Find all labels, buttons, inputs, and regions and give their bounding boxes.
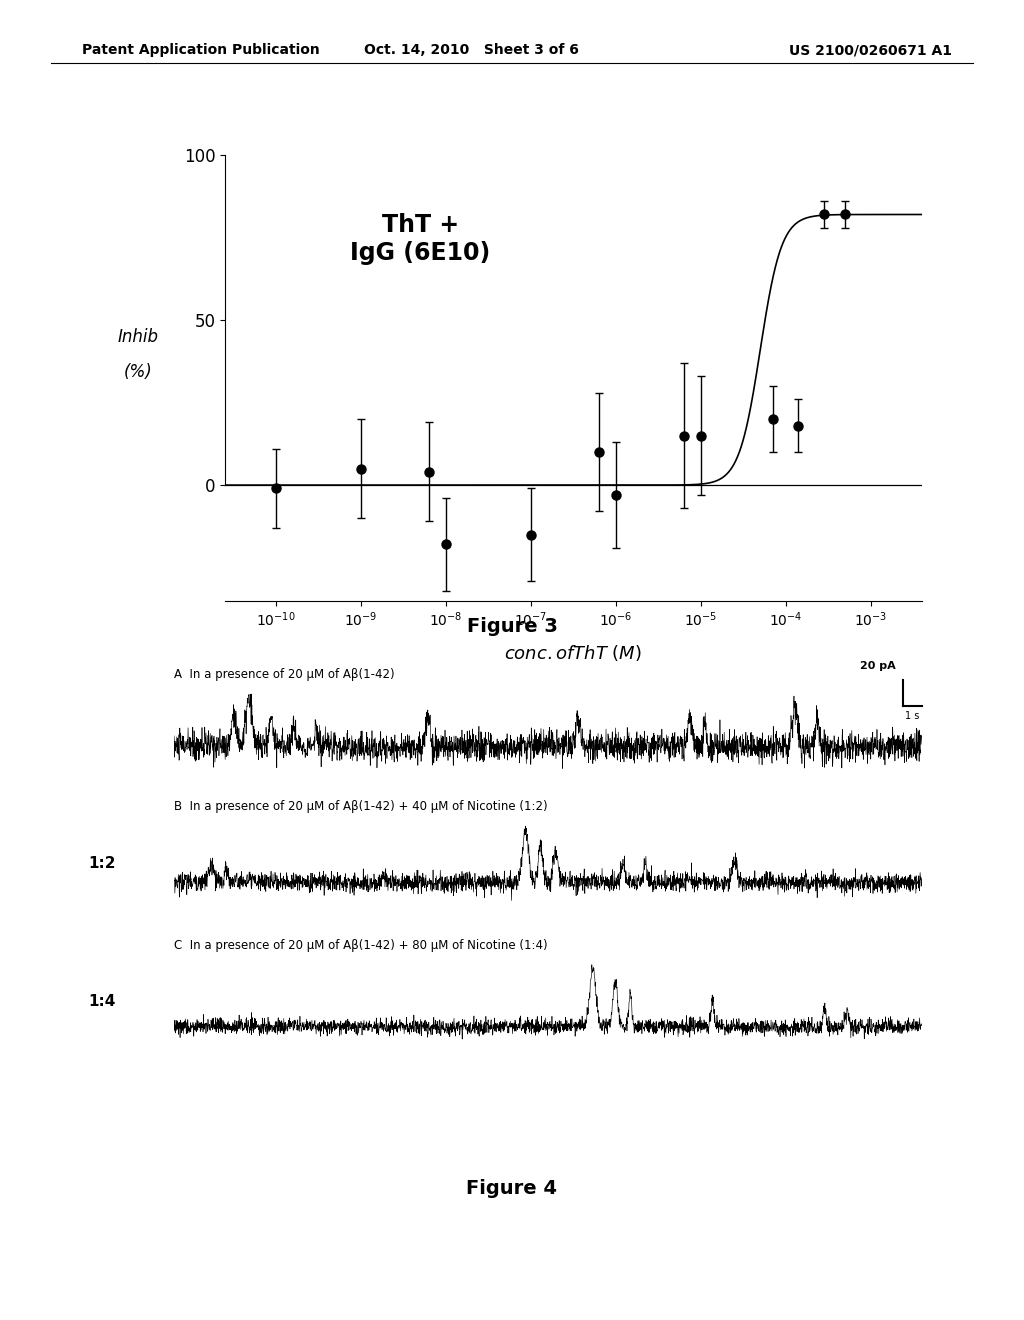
Text: Patent Application Publication: Patent Application Publication: [82, 44, 319, 57]
Text: 1:4: 1:4: [89, 994, 116, 1010]
Text: C  In a presence of 20 μM of Aβ(1-42) + 80 μM of Nicotine (1:4): C In a presence of 20 μM of Aβ(1-42) + 8…: [174, 939, 548, 952]
Text: B  In a presence of 20 μM of Aβ(1-42) + 40 μM of Nicotine (1:2): B In a presence of 20 μM of Aβ(1-42) + 4…: [174, 800, 548, 813]
Text: 1:2: 1:2: [89, 855, 116, 871]
Text: A  In a presence of 20 μM of Aβ(1-42): A In a presence of 20 μM of Aβ(1-42): [174, 668, 394, 681]
Text: 1 s: 1 s: [905, 711, 920, 722]
Text: ThT +
IgG (6E10): ThT + IgG (6E10): [350, 214, 490, 265]
Text: Figure 4: Figure 4: [467, 1179, 557, 1197]
Text: (%): (%): [124, 363, 153, 381]
Text: Inhib: Inhib: [118, 327, 159, 346]
X-axis label: $\it{conc. of ThT}$ $\it{(M)}$: $\it{conc. of ThT}$ $\it{(M)}$: [505, 643, 642, 663]
Text: 20 pA: 20 pA: [860, 660, 896, 671]
Text: US 2100/0260671 A1: US 2100/0260671 A1: [790, 44, 952, 57]
Text: Oct. 14, 2010   Sheet 3 of 6: Oct. 14, 2010 Sheet 3 of 6: [364, 44, 579, 57]
Text: Figure 3: Figure 3: [467, 618, 557, 636]
